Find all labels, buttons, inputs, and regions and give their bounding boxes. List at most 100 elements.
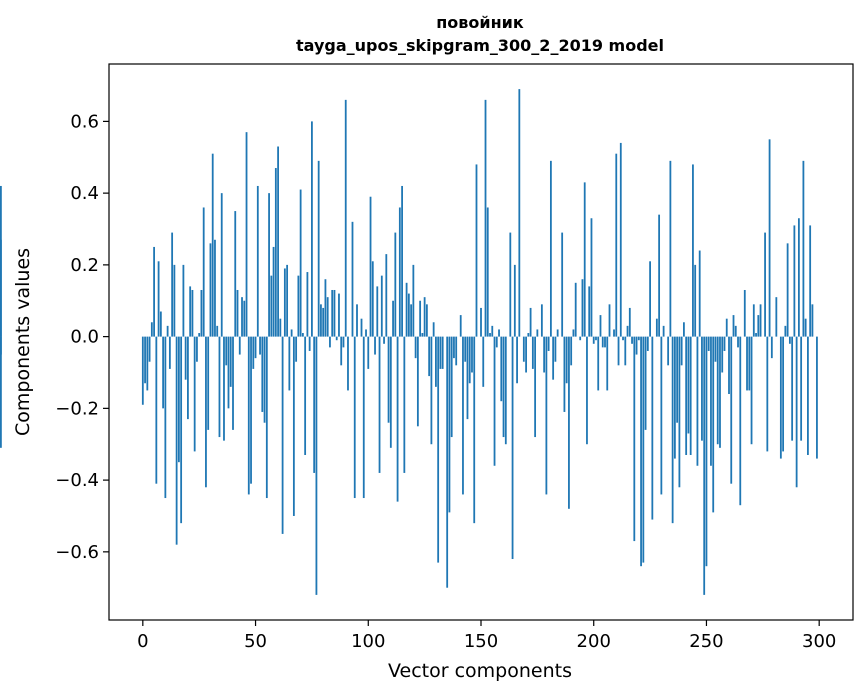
- bar: [311, 121, 313, 337]
- bar: [320, 304, 322, 337]
- bar: [333, 289, 336, 337]
- bar: [644, 336, 647, 430]
- bar: [141, 336, 144, 405]
- bar: [272, 246, 275, 337]
- bar: [549, 160, 552, 337]
- bar: [811, 304, 814, 337]
- bar: [480, 307, 482, 337]
- bar: [615, 153, 618, 337]
- bar: [144, 336, 146, 384]
- bar: [755, 333, 757, 337]
- bar: [401, 185, 403, 337]
- bar: [425, 304, 428, 337]
- bar: [529, 307, 532, 337]
- bar: [270, 275, 273, 337]
- bar: [759, 304, 762, 337]
- bar: [159, 311, 162, 337]
- bar: [389, 336, 392, 448]
- bar: [730, 336, 733, 484]
- bar: [732, 315, 735, 337]
- bar: [545, 336, 548, 495]
- bar: [299, 189, 302, 337]
- chart-title: повойник: [436, 13, 524, 32]
- bar: [344, 99, 347, 337]
- bar: [243, 300, 246, 337]
- plot-frame: [108, 63, 854, 621]
- bar: [795, 336, 798, 488]
- bar: [189, 286, 192, 337]
- bar: [150, 322, 153, 337]
- bar: [254, 336, 257, 359]
- bar: [446, 336, 449, 588]
- bar: [414, 336, 417, 359]
- bar: [807, 336, 809, 455]
- bar: [453, 336, 455, 359]
- bar: [685, 336, 688, 455]
- bar: [0, 336, 2, 448]
- bar: [205, 336, 207, 488]
- bar: [513, 264, 516, 337]
- bar: [412, 264, 415, 337]
- bar: [471, 336, 473, 373]
- bar: [572, 329, 575, 337]
- bar: [714, 336, 717, 362]
- bar: [410, 304, 413, 337]
- bar: [164, 336, 167, 499]
- bar: [802, 160, 805, 337]
- y-tick-label: −0.4: [55, 470, 99, 491]
- bar: [292, 336, 295, 516]
- bar: [279, 318, 282, 337]
- bar: [455, 336, 458, 366]
- bar: [315, 336, 318, 595]
- bar: [788, 336, 791, 344]
- bar: [651, 336, 654, 520]
- bar: [522, 336, 525, 362]
- bar: [698, 250, 701, 337]
- bar: [527, 333, 530, 337]
- bar: [561, 232, 564, 337]
- bar: [166, 325, 169, 337]
- bar: [193, 336, 196, 452]
- bar: [628, 307, 631, 337]
- y-tick-label: −0.6: [55, 542, 99, 563]
- bar: [317, 160, 320, 337]
- bar: [338, 293, 340, 337]
- bar: [356, 304, 358, 337]
- bar: [734, 325, 737, 337]
- bar: [184, 336, 187, 380]
- bar: [435, 336, 437, 387]
- bar: [220, 193, 223, 337]
- bar: [225, 336, 228, 366]
- bar: [705, 336, 708, 567]
- bar: [797, 218, 800, 337]
- bar: [536, 329, 539, 337]
- bar: [290, 329, 293, 337]
- bar: [768, 139, 771, 337]
- bar: [601, 336, 604, 348]
- bar: [701, 336, 703, 441]
- bar: [556, 329, 559, 337]
- bar: [378, 336, 381, 473]
- bar: [712, 336, 715, 513]
- bar: [340, 336, 343, 366]
- bar: [624, 336, 627, 366]
- bar: [437, 336, 440, 563]
- bar: [757, 315, 760, 337]
- bar: [448, 336, 451, 513]
- bar: [495, 336, 498, 348]
- bar: [247, 336, 250, 495]
- bar: [617, 336, 620, 366]
- bar: [793, 225, 796, 337]
- bar: [766, 336, 769, 452]
- bar: [168, 336, 171, 369]
- bar: [250, 336, 252, 484]
- bar: [662, 325, 665, 337]
- bar: [500, 336, 503, 402]
- bar: [673, 336, 676, 459]
- bar: [353, 336, 356, 499]
- bar: [640, 336, 642, 567]
- x-tick-label: 0: [137, 631, 148, 652]
- bar: [748, 336, 751, 391]
- bar: [175, 336, 178, 545]
- y-tick-label: −0.2: [55, 398, 99, 419]
